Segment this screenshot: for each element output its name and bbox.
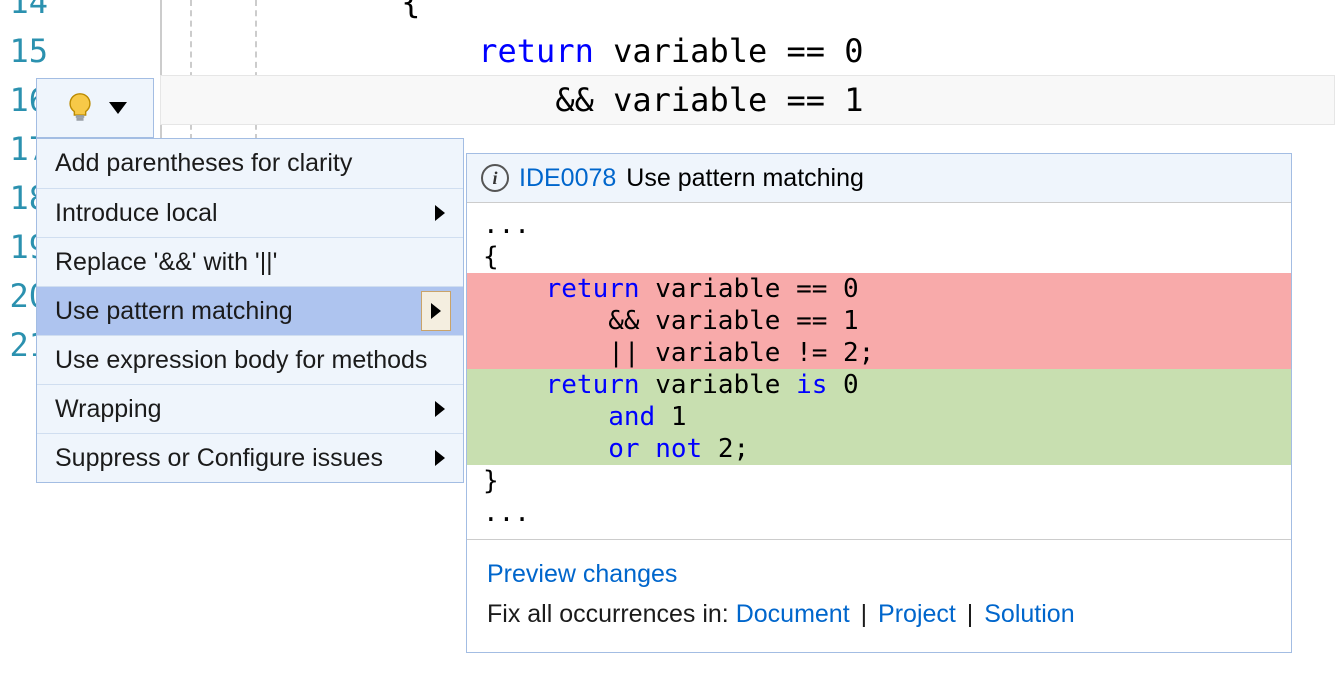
menu-item-label: Replace '&&' with '||' (55, 238, 277, 287)
menu-item-label: Wrapping (55, 385, 162, 434)
menu-item[interactable]: Suppress or Configure issues (37, 433, 463, 482)
line-number: 15 (0, 27, 56, 76)
diff-context-line: } (467, 465, 1291, 497)
menu-item[interactable]: Add parentheses for clarity (37, 139, 463, 188)
submenu-arrow-icon (435, 205, 445, 221)
diff-removed-line: || variable != 2; (467, 337, 1291, 369)
diff-removed-line: && variable == 1 (467, 305, 1291, 337)
menu-item-label: Suppress or Configure issues (55, 434, 383, 483)
fix-scope-link[interactable]: Document (736, 600, 850, 628)
menu-item[interactable]: Introduce local (37, 188, 463, 237)
preview-footer: Preview changes Fix all occurrences in: … (467, 539, 1291, 652)
quick-actions-menu: Add parentheses for clarityIntroduce loc… (36, 138, 464, 483)
submenu-arrow-icon (435, 401, 445, 417)
diff-context-line: { (467, 241, 1291, 273)
menu-item[interactable]: Replace '&&' with '||' (37, 237, 463, 286)
menu-item[interactable]: Use expression body for methods (37, 335, 463, 384)
menu-item[interactable]: Use pattern matching (37, 286, 463, 335)
separator: | (960, 600, 980, 628)
code-line: && variable == 1 (170, 76, 864, 125)
separator: | (854, 600, 874, 628)
diff-view: ...{ return variable == 0 && variable ==… (467, 203, 1291, 539)
quick-actions-button[interactable] (36, 78, 154, 138)
submenu-arrow-icon (435, 450, 445, 466)
diff-context-line: ... (467, 209, 1291, 241)
diagnostic-title: Use pattern matching (626, 164, 864, 193)
submenu-arrow-icon (421, 291, 451, 331)
preview-changes-link[interactable]: Preview changes (487, 560, 677, 588)
line-number: 14 (0, 0, 56, 27)
fix-all-label: Fix all occurrences in: (487, 600, 729, 628)
menu-item-label: Introduce local (55, 189, 218, 238)
menu-item[interactable]: Wrapping (37, 384, 463, 433)
info-icon: i (481, 164, 509, 192)
menu-item-label: Use pattern matching (55, 287, 293, 336)
diff-added-line: or not 2; (467, 433, 1291, 465)
preview-header: i IDE0078 Use pattern matching (467, 154, 1291, 203)
diff-added-line: and 1 (467, 401, 1291, 433)
fix-scope-link[interactable]: Project (878, 600, 956, 628)
diagnostic-id-link[interactable]: IDE0078 (519, 164, 616, 193)
diff-context-line: ... (467, 497, 1291, 529)
fix-scope-link[interactable]: Solution (984, 600, 1074, 628)
menu-item-label: Add parentheses for clarity (55, 139, 352, 188)
chevron-down-icon (109, 102, 127, 114)
diff-removed-line: return variable == 0 (467, 273, 1291, 305)
menu-item-label: Use expression body for methods (55, 336, 427, 385)
lightbulb-icon (63, 91, 97, 125)
code-line: { (170, 0, 420, 27)
code-fix-preview-pane: i IDE0078 Use pattern matching ...{ retu… (466, 153, 1292, 653)
code-line: return variable == 0 (170, 27, 864, 76)
diff-added-line: return variable is 0 (467, 369, 1291, 401)
